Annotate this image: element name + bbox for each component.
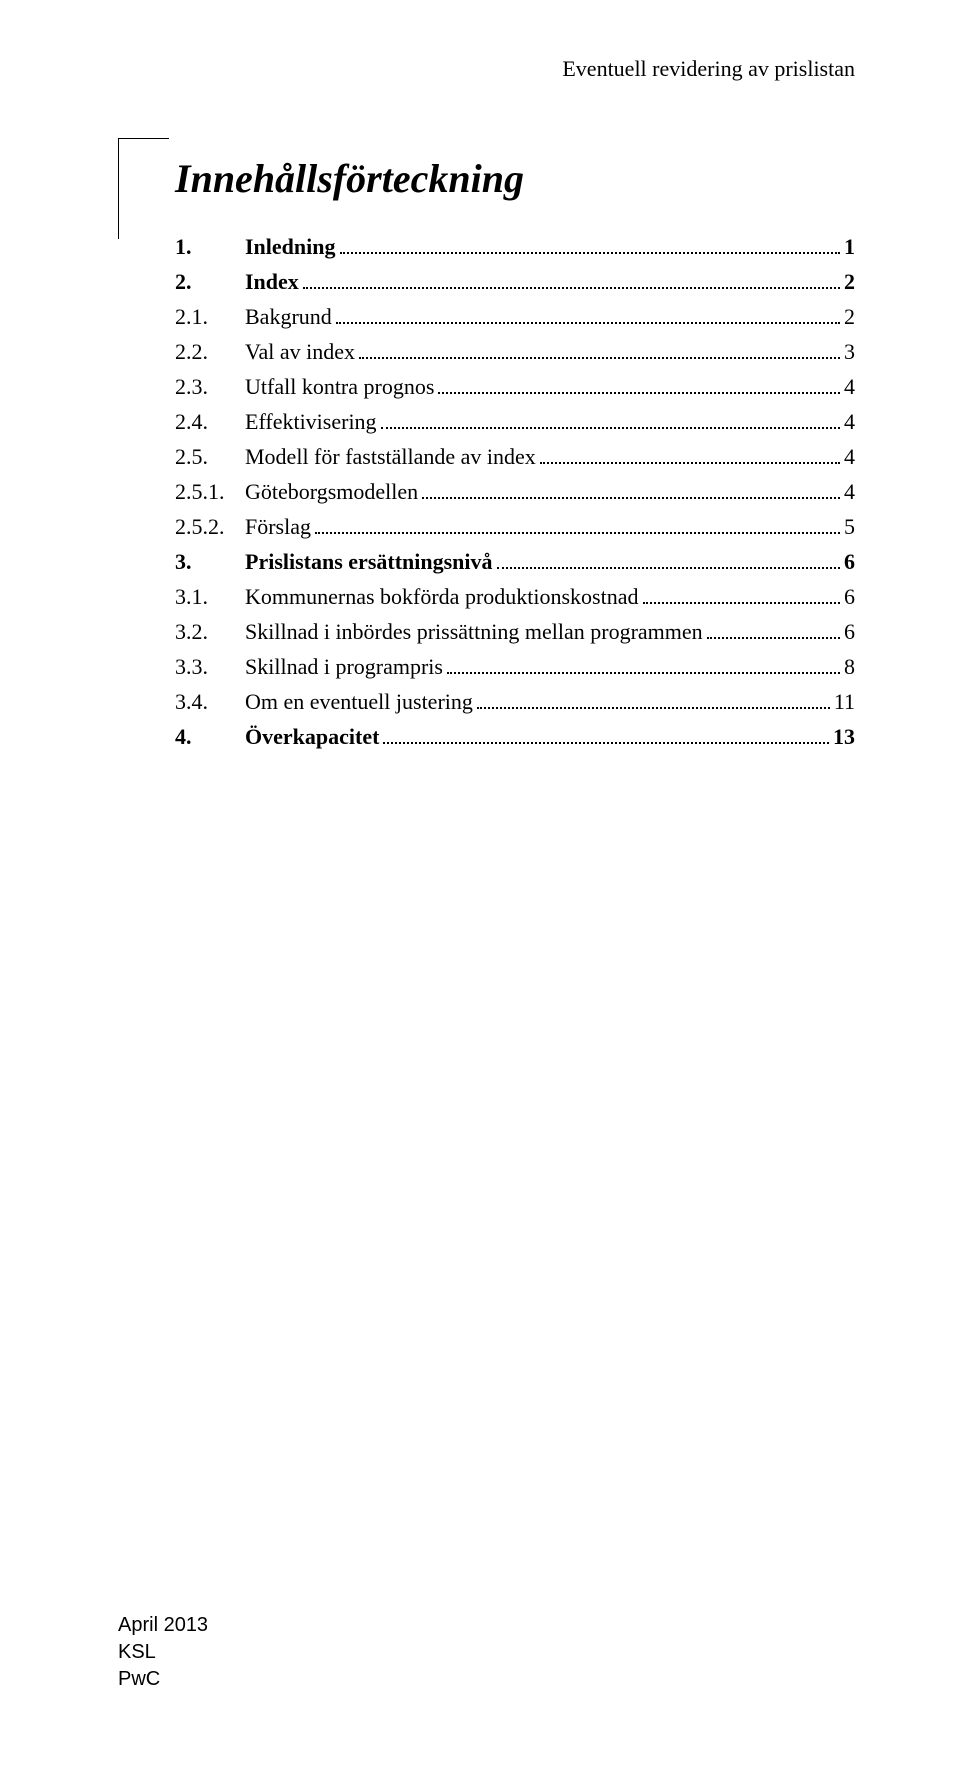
toc-number: 2.	[175, 265, 245, 298]
toc-leader-dots	[359, 337, 840, 359]
toc-page-number: 1	[844, 230, 855, 263]
page-title: Innehållsförteckning	[175, 155, 855, 202]
toc-page-number: 6	[844, 580, 855, 613]
toc-number: 2.5.1.	[175, 475, 245, 508]
toc-row: 2.5.1.Göteborgsmodellen 4	[175, 475, 855, 508]
toc-page-number: 4	[844, 370, 855, 403]
footer: April 2013 KSL PwC	[118, 1612, 208, 1693]
toc-row: 3.Prislistans ersättningsnivå 6	[175, 545, 855, 578]
toc-page-number: 8	[844, 650, 855, 683]
toc-page-number: 3	[844, 335, 855, 368]
toc-page-number: 13	[833, 720, 855, 753]
toc-label: Skillnad i programpris	[245, 650, 443, 683]
toc-number: 2.5.	[175, 440, 245, 473]
toc-label: Kommunernas bokförda produktionskostnad	[245, 580, 639, 613]
toc-number: 2.5.2.	[175, 510, 245, 543]
footer-line-org1: KSL	[118, 1639, 208, 1666]
page: Eventuell revidering av prislistan Inneh…	[0, 0, 960, 1771]
footer-line-date: April 2013	[118, 1612, 208, 1639]
toc-page-number: 4	[844, 405, 855, 438]
toc-label: Prislistans ersättningsnivå	[245, 545, 493, 578]
footer-line-org2: PwC	[118, 1666, 208, 1693]
toc-page-number: 4	[844, 475, 855, 508]
toc-label: Förslag	[245, 510, 311, 543]
toc-row: 3.2.Skillnad i inbördes prissättning mel…	[175, 615, 855, 648]
toc-leader-dots	[303, 267, 840, 289]
toc-number: 3.3.	[175, 650, 245, 683]
toc-leader-dots	[340, 232, 841, 254]
toc-row: 3.3.Skillnad i programpris 8	[175, 650, 855, 683]
toc-leader-dots	[381, 407, 840, 429]
toc-number: 3.	[175, 545, 245, 578]
toc-label: Modell för fastställande av index	[245, 440, 536, 473]
toc-page-number: 2	[844, 300, 855, 333]
toc-page-number: 5	[844, 510, 855, 543]
title-bracket-decoration	[118, 138, 169, 239]
toc-page-number: 6	[844, 545, 855, 578]
toc-row: 2.4.Effektivisering 4	[175, 405, 855, 438]
toc-page-number: 6	[844, 615, 855, 648]
toc-page-number: 11	[834, 685, 855, 718]
toc-leader-dots	[422, 477, 840, 499]
toc-row: 1.Inledning 1	[175, 230, 855, 263]
toc-row: 2.Index 2	[175, 265, 855, 298]
toc-leader-dots	[315, 512, 840, 534]
toc-row: 4.Överkapacitet 13	[175, 720, 855, 753]
toc-leader-dots	[336, 302, 840, 324]
toc-leader-dots	[497, 547, 840, 569]
toc-label: Val av index	[245, 335, 355, 368]
toc-page-number: 2	[844, 265, 855, 298]
toc-number: 2.4.	[175, 405, 245, 438]
toc-number: 1.	[175, 230, 245, 263]
toc-label: Om en eventuell justering	[245, 685, 473, 718]
header-right-text: Eventuell revidering av prislistan	[562, 56, 855, 82]
toc-row: 2.5.Modell för fastställande av index 4	[175, 440, 855, 473]
toc-row: 2.1.Bakgrund 2	[175, 300, 855, 333]
toc-label: Överkapacitet	[245, 720, 379, 753]
toc-row: 2.3.Utfall kontra prognos 4	[175, 370, 855, 403]
toc-number: 3.1.	[175, 580, 245, 613]
content-area: Innehållsförteckning 1.Inledning12.Index…	[175, 155, 855, 755]
toc-leader-dots	[540, 442, 840, 464]
toc-row: 2.2.Val av index 3	[175, 335, 855, 368]
toc-row: 3.4.Om en eventuell justering 11	[175, 685, 855, 718]
toc-page-number: 4	[844, 440, 855, 473]
toc-label: Effektivisering	[245, 405, 377, 438]
toc-number: 2.2.	[175, 335, 245, 368]
toc-leader-dots	[383, 722, 829, 744]
toc-row: 2.5.2.Förslag 5	[175, 510, 855, 543]
toc-number: 2.1.	[175, 300, 245, 333]
toc-leader-dots	[438, 372, 840, 394]
toc-leader-dots	[643, 582, 841, 604]
toc-label: Göteborgsmodellen	[245, 475, 418, 508]
toc-number: 4.	[175, 720, 245, 753]
toc-label: Bakgrund	[245, 300, 332, 333]
toc-label: Index	[245, 265, 299, 298]
toc-number: 2.3.	[175, 370, 245, 403]
toc-label: Skillnad i inbördes prissättning mellan …	[245, 615, 703, 648]
toc-leader-dots	[707, 617, 840, 639]
toc-number: 3.4.	[175, 685, 245, 718]
toc-leader-dots	[477, 687, 830, 709]
toc-row: 3.1.Kommunernas bokförda produktionskost…	[175, 580, 855, 613]
toc-label: Utfall kontra prognos	[245, 370, 434, 403]
table-of-contents: 1.Inledning12.Index22.1.Bakgrund22.2.Val…	[175, 230, 855, 753]
toc-label: Inledning	[245, 230, 336, 263]
toc-number: 3.2.	[175, 615, 245, 648]
toc-leader-dots	[447, 652, 840, 674]
